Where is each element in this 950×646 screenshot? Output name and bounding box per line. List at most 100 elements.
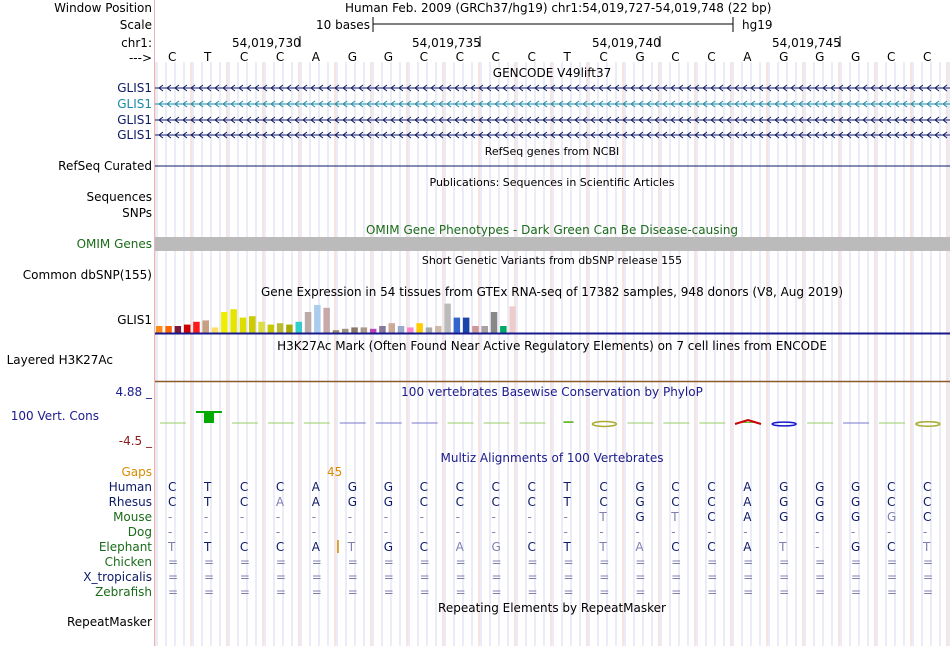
- alignment-base: A: [455, 540, 464, 554]
- alignment-base: =: [851, 555, 862, 569]
- sequences-label[interactable]: Sequences: [86, 190, 152, 204]
- scale-label[interactable]: Scale: [119, 18, 152, 32]
- window-position-label[interactable]: Window Position: [54, 1, 152, 15]
- phylop-score-mark: [743, 421, 754, 423]
- gencode-transcript-label[interactable]: GLIS1: [117, 128, 152, 142]
- sequence-base: C: [455, 50, 464, 64]
- vert-cons-label[interactable]: 100 Vert. Cons: [10, 409, 99, 423]
- chrom-label[interactable]: chr1:: [121, 36, 152, 50]
- sequence-base: C: [599, 50, 608, 64]
- gtex-gene-label[interactable]: GLIS1: [117, 313, 152, 327]
- position-label: 54,019,730: [232, 36, 301, 50]
- phylop-score-mark: [771, 421, 797, 427]
- alignment-base: =: [419, 555, 430, 569]
- repeatmasker-label[interactable]: RepeatMasker: [66, 615, 152, 629]
- alignment-base: A: [311, 480, 321, 494]
- alignment-base: G: [887, 510, 897, 524]
- alignment-base: C: [707, 480, 716, 494]
- alignment-base: -: [383, 525, 389, 539]
- gaps-label[interactable]: Gaps: [121, 465, 152, 479]
- alignment-base: =: [707, 585, 718, 599]
- sequence-base: A: [743, 50, 752, 64]
- refseq-curated-label[interactable]: RefSeq Curated: [58, 159, 152, 173]
- refseq-title[interactable]: RefSeq genes from NCBI: [484, 145, 620, 158]
- species-label-zebrafish[interactable]: Zebrafish: [95, 585, 152, 599]
- gtex-tissue-bar: [314, 305, 321, 333]
- alignment-base: =: [383, 585, 394, 599]
- alignment-base: -: [922, 525, 928, 539]
- sequence-base: C: [707, 50, 716, 64]
- gencode-transcript-label[interactable]: GLIS1: [117, 81, 152, 95]
- phylop-score-mark: [203, 411, 214, 423]
- species-label-elephant[interactable]: Elephant: [98, 540, 152, 554]
- alignment-base: =: [743, 555, 754, 569]
- track-display-area[interactable]: Human Feb. 2009 (GRCh37/hg19) chr1:54,01…: [155, 0, 950, 646]
- multiz-title[interactable]: Multiz Alignments of 100 Vertebrates: [440, 451, 664, 465]
- alignment-base: =: [455, 555, 466, 569]
- alignment-base: =: [563, 570, 574, 584]
- gtex-tissue-bar: [156, 326, 163, 333]
- species-label-human[interactable]: Human: [108, 480, 152, 494]
- alignment-base: A: [311, 495, 321, 509]
- species-label-mouse[interactable]: Mouse: [113, 510, 152, 524]
- omim-title[interactable]: OMIM Gene Phenotypes - Dark Green Can Be…: [365, 223, 739, 237]
- alignment-base: C: [168, 495, 177, 509]
- gtex-tissue-bar: [165, 326, 172, 333]
- alignment-base: C: [527, 495, 536, 509]
- alignment-base: -: [455, 525, 460, 539]
- alignment-base: =: [239, 570, 250, 584]
- alignment-base: C: [922, 495, 932, 509]
- snps-label[interactable]: SNPs: [122, 206, 152, 220]
- alignment-base: G: [851, 495, 861, 509]
- gtex-title[interactable]: Gene Expression in 54 tissues from GTEx …: [260, 285, 844, 299]
- alignment-base: -: [599, 525, 604, 539]
- alignment-base: C: [922, 480, 932, 494]
- species-label-dog[interactable]: Dog: [127, 525, 152, 539]
- common-dbsnp-label[interactable]: Common dbSNP(155): [22, 268, 152, 282]
- gtex-tissue-bar: [221, 312, 228, 333]
- alignment-base: C: [491, 495, 500, 509]
- alignment-base: =: [599, 585, 610, 599]
- layered-h3k27ac-label[interactable]: Layered H3K27Ac: [6, 353, 113, 367]
- alignment-base: =: [671, 570, 682, 584]
- omim-gene-bar: [155, 237, 950, 251]
- sequence-base: G: [383, 50, 393, 64]
- gtex-tissue-bar: [258, 321, 265, 333]
- omim-genes-label[interactable]: OMIM Genes: [76, 237, 152, 251]
- alignment-base: C: [527, 540, 536, 554]
- dbsnp-title[interactable]: Short Genetic Variants from dbSNP releas…: [421, 254, 683, 267]
- gencode-strand-arrows: [158, 131, 948, 139]
- strand-label[interactable]: --->: [128, 51, 152, 65]
- alignment-base: C: [455, 495, 464, 509]
- alignment-base: =: [491, 555, 502, 569]
- sequence-base: G: [779, 50, 789, 64]
- species-label-rhesus[interactable]: Rhesus: [108, 495, 152, 509]
- gtex-tissue-bar: [444, 303, 451, 333]
- alignment-base: G: [815, 495, 825, 509]
- species-label-chicken[interactable]: Chicken: [104, 555, 152, 569]
- alignment-base: -: [239, 510, 245, 524]
- alignment-base: -: [239, 525, 245, 539]
- position-label: 54,019,740: [592, 36, 661, 50]
- gencode-transcript-label[interactable]: GLIS1: [117, 97, 152, 111]
- alignment-base: =: [743, 585, 754, 599]
- repeatmasker-title[interactable]: Repeating Elements by RepeatMasker: [438, 601, 666, 615]
- alignment-base: =: [922, 585, 933, 599]
- sequence-base: G: [815, 50, 825, 64]
- alignment-base: =: [383, 570, 394, 584]
- gencode-title[interactable]: GENCODE V49lift37: [492, 66, 612, 80]
- phylop-score-mark: [563, 421, 574, 423]
- alignment-base: =: [851, 570, 862, 584]
- phylop-min-label: -4.5 _: [118, 434, 152, 448]
- phylop-title[interactable]: 100 vertebrates Basewise Conservation by…: [401, 385, 703, 399]
- alignment-base: -: [275, 525, 281, 539]
- alignment-base: =: [635, 585, 646, 599]
- gencode-transcript-label[interactable]: GLIS1: [117, 113, 152, 127]
- publications-title[interactable]: Publications: Sequences in Scientific Ar…: [429, 176, 675, 189]
- alignment-base: -: [311, 510, 317, 524]
- species-label-x_tropicalis[interactable]: X_tropicalis: [83, 570, 152, 584]
- alignment-base: =: [168, 585, 179, 599]
- gtex-tissue-bar: [462, 317, 470, 333]
- h3k27ac-title[interactable]: H3K27Ac Mark (Often Found Near Active Re…: [277, 339, 827, 353]
